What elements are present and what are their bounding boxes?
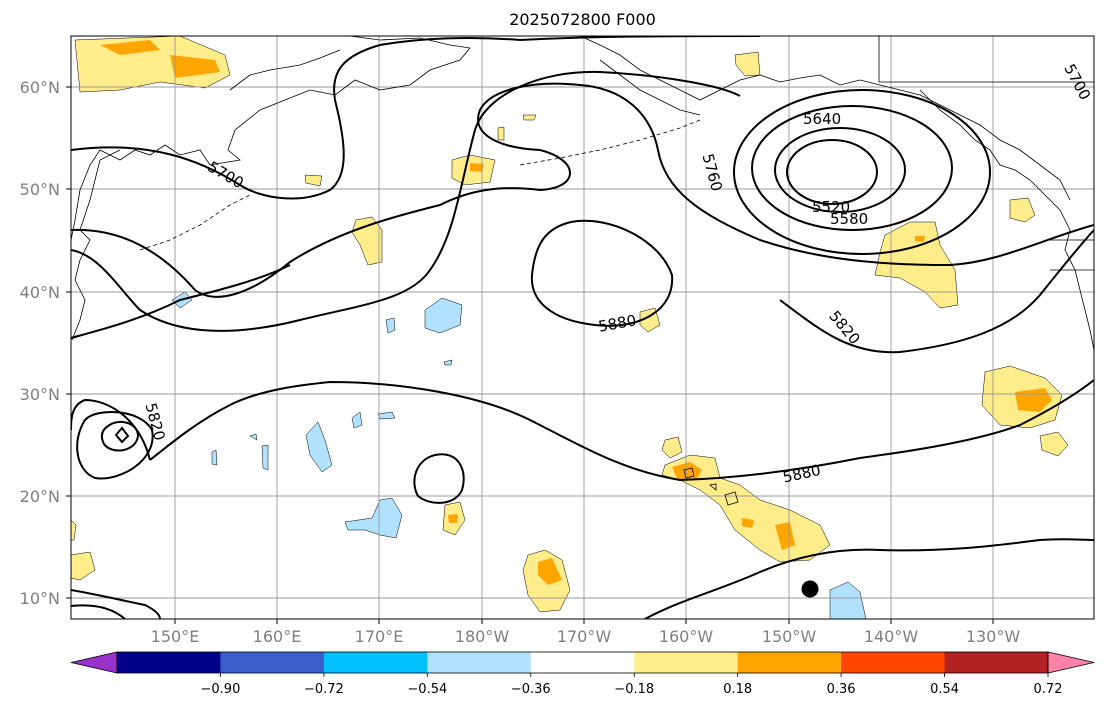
axis-ticks	[66, 86, 994, 624]
colorbar-tick-label: −0.18	[614, 682, 654, 697]
height-contours	[71, 36, 1094, 619]
lon-label: 140°W	[864, 627, 919, 646]
colorbar-segment	[220, 652, 325, 673]
lon-label: 170°W	[557, 627, 612, 646]
colorbar-extend-low	[70, 651, 118, 674]
colorbar-tick-label: −0.54	[407, 682, 447, 697]
colorbar-segment	[323, 652, 428, 673]
colorbar-frame	[116, 651, 1049, 674]
colorbar-segment	[427, 652, 532, 673]
graticule	[71, 36, 1094, 619]
lon-label: 150°W	[762, 627, 817, 646]
colorbar-tick-label: −0.72	[304, 682, 344, 697]
colorbar-tick-label: −0.90	[201, 682, 241, 697]
colorbar-tick-label: 0.54	[930, 682, 959, 697]
lon-label: 160°W	[659, 627, 714, 646]
lat-label: 60°N	[20, 78, 60, 97]
colorbar: −0.90 −0.72 −0.54 −0.36 −0.18 0.18 0.36 0.54 0.7…	[70, 651, 1095, 697]
contour-label: 5760	[699, 152, 726, 194]
colorbar-segment	[737, 652, 842, 673]
colorbar-segment	[841, 652, 946, 673]
latitude-labels: 60°N 50°N 40°N 30°N 20°N 10°N	[20, 78, 60, 608]
lat-label: 40°N	[20, 283, 60, 302]
colorbar-tick-label: 0.72	[1034, 682, 1063, 697]
colorbar-segment	[530, 652, 635, 673]
lon-label: 130°W	[966, 627, 1021, 646]
location-marker	[801, 580, 819, 598]
colorbar-segment	[634, 652, 739, 673]
colorbar-segment	[117, 652, 221, 673]
shaded-field	[71, 36, 1069, 619]
lat-label: 50°N	[20, 180, 60, 199]
longitude-labels: 150°E 160°E 170°E 180°W 170°W 160°W 150°…	[151, 627, 1021, 646]
contour-label: 5520	[812, 198, 850, 216]
lat-label: 10°N	[20, 589, 60, 608]
contour-label: 5580	[830, 210, 868, 228]
lon-label: 150°E	[151, 627, 200, 646]
coastlines	[71, 36, 1094, 506]
map-title: 2025072800 F000	[509, 10, 656, 29]
contour-label: 5700	[205, 158, 247, 193]
colorbar-extend-high	[1047, 651, 1095, 674]
colorbar-tick-label: 0.18	[723, 682, 752, 697]
lon-label: 170°E	[355, 627, 404, 646]
contour-label: 5640	[803, 110, 841, 128]
lat-label: 20°N	[20, 487, 60, 506]
contour-label: 5880	[781, 461, 822, 487]
lat-label: 30°N	[20, 385, 60, 404]
colorbar-tick-label: −0.36	[511, 682, 551, 697]
contour-label: 5880	[597, 311, 638, 335]
colorbar-segment	[944, 652, 1049, 673]
colorbar-tick-label: 0.36	[827, 682, 856, 697]
lon-label: 160°E	[253, 627, 302, 646]
plot-frame	[70, 35, 1095, 620]
lon-label: 180°W	[455, 627, 510, 646]
